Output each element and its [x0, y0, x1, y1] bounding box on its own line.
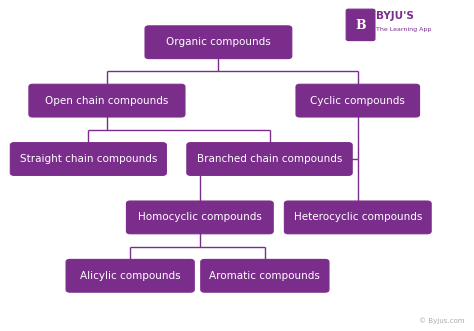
Text: Aromatic compounds: Aromatic compounds: [210, 271, 320, 281]
Text: Branched chain compounds: Branched chain compounds: [197, 154, 342, 164]
FancyBboxPatch shape: [201, 260, 329, 292]
Text: Organic compounds: Organic compounds: [166, 37, 271, 47]
Text: Homocyclic compounds: Homocyclic compounds: [138, 213, 262, 222]
Text: The Learning App: The Learning App: [376, 27, 432, 32]
Text: B: B: [355, 19, 366, 31]
FancyBboxPatch shape: [187, 143, 352, 175]
FancyBboxPatch shape: [66, 260, 194, 292]
Text: Heterocyclic compounds: Heterocyclic compounds: [293, 213, 422, 222]
Text: Cyclic compounds: Cyclic compounds: [310, 96, 405, 106]
Text: © Byjus.com: © Byjus.com: [419, 318, 465, 324]
FancyBboxPatch shape: [10, 143, 166, 175]
FancyBboxPatch shape: [296, 84, 419, 117]
FancyBboxPatch shape: [29, 84, 185, 117]
Text: Open chain compounds: Open chain compounds: [45, 96, 169, 106]
FancyBboxPatch shape: [127, 201, 273, 234]
FancyBboxPatch shape: [346, 9, 375, 41]
FancyBboxPatch shape: [284, 201, 431, 234]
Text: Alicylic compounds: Alicylic compounds: [80, 271, 181, 281]
FancyBboxPatch shape: [145, 26, 292, 59]
Text: BYJU'S: BYJU'S: [376, 11, 414, 21]
Text: Straight chain compounds: Straight chain compounds: [19, 154, 157, 164]
